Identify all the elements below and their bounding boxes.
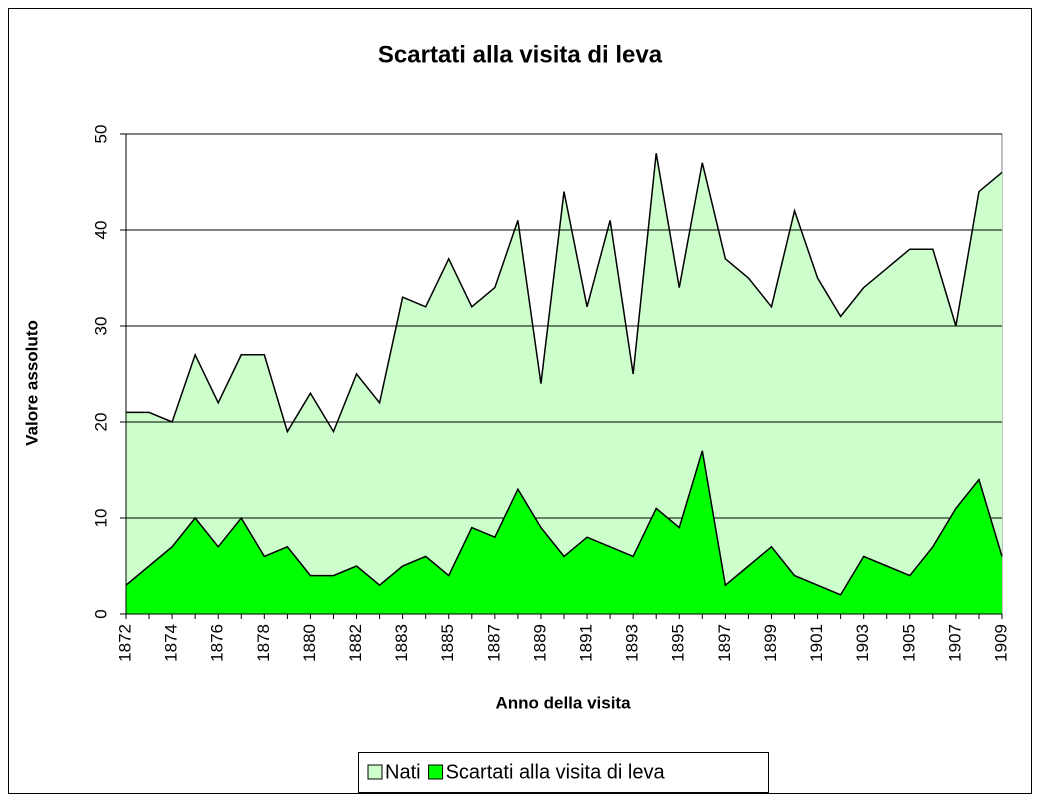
x-tick-label: 1880 bbox=[300, 624, 319, 662]
x-tick-label: 1889 bbox=[530, 624, 549, 662]
legend-label: Nati bbox=[385, 761, 421, 783]
x-tick-label: 1905 bbox=[899, 624, 918, 662]
area-fill bbox=[126, 450, 1002, 614]
legend-swatch bbox=[428, 764, 444, 780]
x-tick-label: 1878 bbox=[254, 624, 273, 662]
area-line bbox=[126, 153, 1003, 434]
legend-label: Scartati alla visita di leva bbox=[446, 761, 666, 783]
y-tick-label: 10 bbox=[91, 509, 110, 528]
x-tick-label: 1882 bbox=[346, 624, 365, 662]
x-tick-label: 1907 bbox=[945, 624, 964, 662]
y-tick-label: 0 bbox=[91, 609, 110, 618]
legend-swatch bbox=[367, 764, 383, 780]
x-tick-label: 1901 bbox=[807, 624, 826, 662]
x-tick-label: 1885 bbox=[438, 624, 457, 662]
x-tick-label: 1883 bbox=[392, 624, 411, 662]
area-fill bbox=[126, 153, 1002, 614]
x-tick-label: 1872 bbox=[115, 624, 134, 662]
x-axis-title: Anno della visita bbox=[495, 693, 631, 712]
x-tick-label: 1874 bbox=[162, 624, 181, 662]
y-tick-label: 20 bbox=[91, 413, 110, 432]
x-tick-label: 1876 bbox=[208, 624, 227, 662]
legend-box bbox=[358, 752, 769, 793]
x-tick-label: 1899 bbox=[761, 624, 780, 662]
x-tick-label: 1891 bbox=[577, 624, 596, 662]
x-tick-label: 1909 bbox=[991, 624, 1010, 662]
x-tick-label: 1893 bbox=[623, 624, 642, 662]
x-tick-label: 1887 bbox=[484, 624, 503, 662]
y-axis-title: Valore assoluto bbox=[22, 320, 41, 446]
x-tick-label: 1897 bbox=[715, 624, 734, 662]
y-tick-label: 50 bbox=[91, 125, 110, 144]
area-line bbox=[125, 450, 1003, 596]
x-tick-label: 1895 bbox=[669, 624, 688, 662]
y-tick-label: 40 bbox=[91, 221, 110, 240]
chart-title: Scartati alla visita di leva bbox=[378, 41, 663, 68]
y-tick-label: 30 bbox=[91, 317, 110, 336]
x-tick-label: 1903 bbox=[853, 624, 872, 662]
